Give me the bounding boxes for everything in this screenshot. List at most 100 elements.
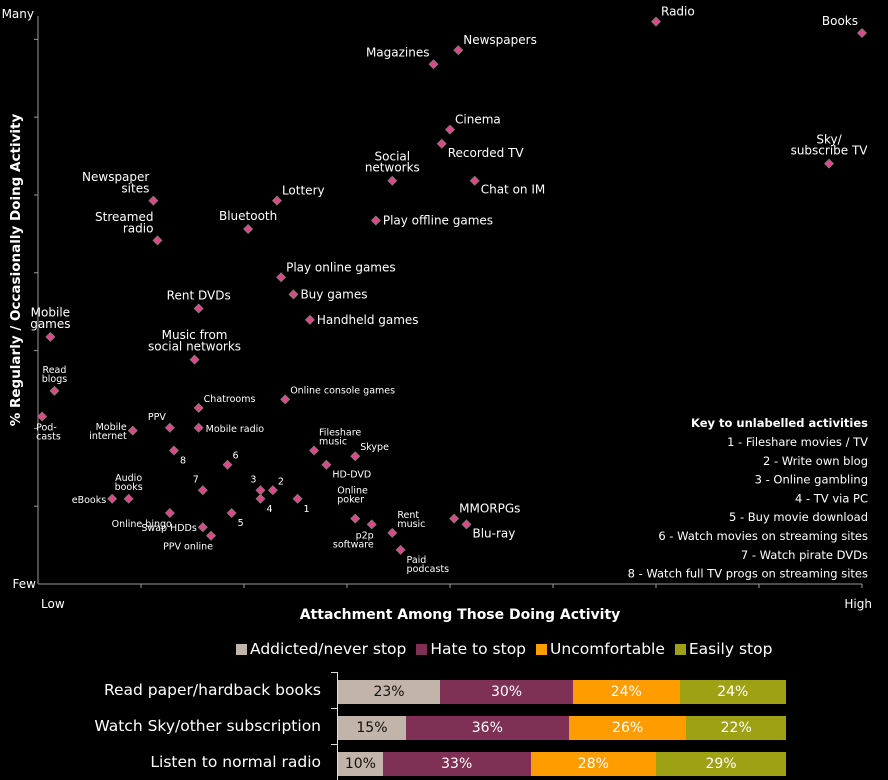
point-label-line: music (319, 437, 347, 448)
scatter-point: Mobile radio (193, 422, 264, 435)
point-label-line: Chatrooms (204, 394, 256, 405)
point-label-line: Paid (407, 555, 427, 566)
scatter-point: Magazines (366, 45, 439, 70)
point-label: Radio (661, 5, 695, 19)
point-label: Bluetooth (219, 209, 277, 223)
point-label: 1 (304, 504, 310, 515)
point-marker (310, 446, 318, 455)
point-label-line: 7 (193, 474, 199, 485)
point-label: 3 (250, 474, 256, 485)
point-label: Newspapers (463, 33, 537, 47)
point-label-line: Newspaper (82, 170, 149, 184)
bar-track: 15% 36% 26% 22% (338, 716, 786, 740)
y-min-label: Few (13, 577, 37, 591)
bar-track: 10% 33% 28% 29% (338, 752, 786, 776)
scatter-point: Skype (350, 442, 389, 462)
bar-segment: 26% (568, 716, 687, 740)
scatter-point: Newspaper sites (82, 170, 159, 206)
key-item: 6 - Watch movies on streaming sites (658, 529, 868, 543)
point-label: Lottery (282, 184, 325, 198)
point-label: Online poker (337, 486, 368, 506)
scatter-point: Play online games (276, 260, 396, 283)
point-marker (450, 515, 458, 523)
point-label: 4 (266, 504, 272, 515)
point-label-line: MMORPGs (459, 502, 520, 516)
point-marker (277, 273, 285, 281)
point-marker (388, 177, 396, 185)
bar-legend: Addicted/never stop Hate to stop Uncomfort… (236, 640, 772, 658)
point-label: Pod-casts (36, 422, 61, 442)
scatter-point: Lottery (271, 184, 325, 206)
point-marker (462, 520, 471, 528)
point-label-line: Books (822, 14, 858, 28)
point-label-line: Music from (162, 328, 228, 342)
point-label: Newspaper sites (82, 170, 149, 195)
point-marker (351, 515, 359, 523)
point-label-line: Chat on IM (481, 183, 546, 197)
scatter-point: Sky/subscribe TV (791, 132, 869, 169)
point-marker (50, 387, 59, 395)
scatter-point: Radio (651, 5, 695, 27)
legend-item: Uncomfortable (536, 640, 665, 658)
point-label-line: Rent DVDs (167, 289, 231, 303)
scatter-point: PPV (148, 412, 175, 433)
point-label-line: 4 (266, 504, 272, 515)
scatter-point: Chatrooms (193, 394, 256, 413)
legend-swatch (416, 643, 428, 655)
point-label: Sky/subscribe TV (791, 132, 869, 157)
point-label: eBooks (72, 495, 106, 506)
scatter-point: Social networks (365, 149, 420, 186)
point-marker (256, 486, 265, 494)
scatter-point: MMORPGs (449, 502, 520, 524)
point-marker (372, 216, 380, 225)
point-label-line: Read (43, 365, 67, 376)
point-marker (256, 495, 265, 503)
point-label: Rent DVDs (167, 289, 231, 303)
key-item: 1 - Fileshare movies / TV (727, 435, 868, 449)
point-label: Mobile internet (89, 422, 127, 442)
point-label: 7 (193, 474, 199, 485)
point-marker (166, 509, 174, 517)
scatter-point: Mobile games (30, 306, 71, 342)
point-label-line: Skype (360, 442, 389, 453)
bar-segment: 24% (573, 680, 680, 704)
point-label-line: Play offline games (383, 213, 493, 227)
y-axis-title: % Regularly / Occasionally Doing Activit… (8, 114, 24, 427)
point-label: 5 (238, 518, 244, 529)
point-label: Online console games (290, 385, 395, 396)
point-marker (195, 304, 203, 313)
point-label-line: Online (337, 486, 368, 497)
scatter-point: 7 (193, 474, 208, 496)
point-marker (289, 290, 298, 298)
point-marker (306, 316, 314, 324)
point-label: Skype (360, 442, 389, 453)
bar-segment: 10% (338, 752, 383, 776)
point-marker (388, 529, 396, 537)
legend-label: Uncomfortable (550, 640, 665, 658)
point-label-line: Radio (661, 5, 695, 19)
scatter-point: Paid podcasts (395, 544, 449, 575)
point-label: Chatrooms (204, 394, 256, 405)
x-max-label: High (844, 597, 872, 611)
point-label-line: Recorded TV (448, 146, 525, 160)
y-max-label: Many (2, 7, 34, 21)
scatter-point: PPV online (163, 530, 217, 553)
point-marker (199, 486, 207, 494)
point-label: Buy games (300, 287, 367, 301)
point-label-line: Online console games (290, 385, 395, 396)
point-label-line: Magazines (366, 45, 430, 59)
point-label: Fileshare music (319, 427, 361, 447)
point-label-line: Swap HDDs (141, 523, 196, 534)
scatter-point: Audio books (115, 473, 143, 504)
point-label: Recorded TV (448, 146, 525, 160)
scatter-point: Pod-casts (36, 411, 61, 442)
scatter-point: Online console games (280, 385, 395, 405)
point-label: Play offline games (383, 213, 493, 227)
point-label-line: Pod- (36, 422, 57, 433)
key-item: 3 - Online gambling (755, 473, 868, 487)
point-label-line: p2p (356, 530, 374, 541)
scatter-point: Newspapers (453, 33, 537, 56)
scatter-point: 3 (250, 474, 266, 496)
point-label-line: Online bingo (112, 519, 172, 530)
key-item: 8 - Watch full TV progs on streaming sit… (628, 567, 868, 581)
